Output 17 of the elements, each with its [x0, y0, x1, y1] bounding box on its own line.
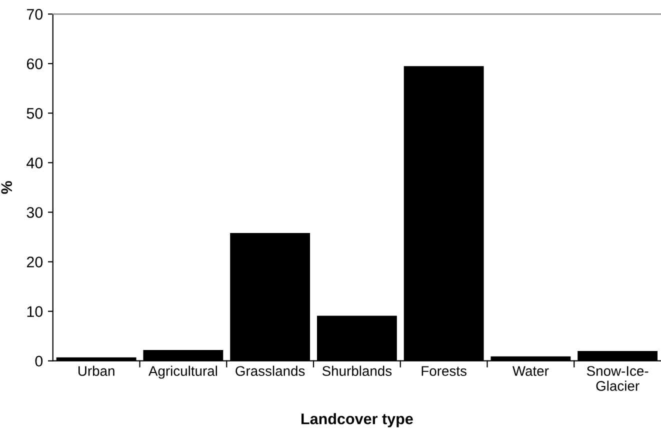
y-tick-label: 40 [26, 158, 43, 168]
x-tick-label: Agricultural [148, 366, 217, 379]
x-tick-label: Grasslands [236, 366, 305, 376]
y-tick-label: 0 [35, 356, 43, 367]
y-tick-label: 20 [26, 256, 43, 268]
x-tick-label: Water [512, 366, 549, 376]
x-axis-title: Landcover type [302, 413, 413, 428]
x-tick-label: Forests [422, 366, 466, 376]
y-tick-label: 30 [26, 207, 43, 218]
y-axis-title: % [1, 181, 12, 194]
x-tick-label: Snow-Ice- Glacier [586, 366, 648, 391]
y-tick-label: 50 [26, 108, 43, 119]
y-tick-label: 60 [26, 58, 43, 70]
x-tick-label: Urban [78, 366, 114, 376]
x-tick-label: Shurblands [322, 366, 392, 376]
y-tick-label: 70 [26, 8, 43, 20]
y-tick-label: 10 [27, 306, 43, 317]
